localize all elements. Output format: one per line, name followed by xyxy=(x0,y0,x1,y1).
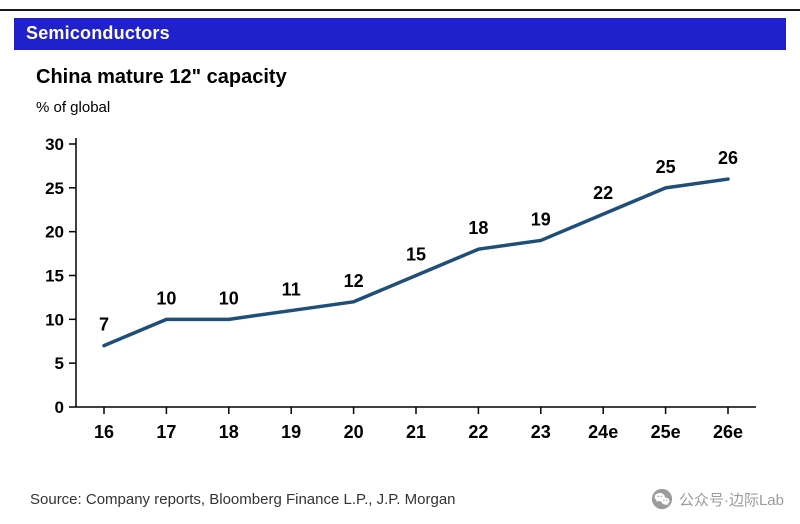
svg-text:12: 12 xyxy=(344,271,364,291)
svg-text:18: 18 xyxy=(468,218,488,238)
top-border xyxy=(0,9,800,11)
source-note: Source: Company reports, Bloomberg Finan… xyxy=(30,490,456,508)
svg-text:25: 25 xyxy=(656,157,676,177)
watermark-text: 公众号·边际Lab xyxy=(678,491,784,509)
svg-text:20: 20 xyxy=(45,223,64,242)
svg-text:20: 20 xyxy=(344,422,364,442)
chart-title: China mature 12" capacity xyxy=(36,66,287,88)
svg-text:25e: 25e xyxy=(651,422,681,442)
svg-text:23: 23 xyxy=(531,422,551,442)
svg-text:5: 5 xyxy=(55,354,64,373)
svg-text:18: 18 xyxy=(219,422,239,442)
svg-text:22: 22 xyxy=(593,183,613,203)
footer: Source: Company reports, Bloomberg Finan… xyxy=(0,488,800,524)
watermark: 公众号·边际Lab xyxy=(651,488,784,510)
chart-subtitle: % of global xyxy=(36,99,111,116)
svg-text:17: 17 xyxy=(156,422,176,442)
svg-text:15: 15 xyxy=(45,267,64,286)
wechat-icon xyxy=(651,488,673,510)
svg-text:25: 25 xyxy=(45,179,64,198)
svg-text:11: 11 xyxy=(282,280,301,300)
svg-text:16: 16 xyxy=(94,422,114,442)
section-header-label: Semiconductors xyxy=(26,23,170,43)
svg-text:7: 7 xyxy=(99,315,109,335)
svg-text:21: 21 xyxy=(406,422,426,442)
svg-text:26: 26 xyxy=(718,148,738,168)
svg-text:24e: 24e xyxy=(588,422,618,442)
svg-text:10: 10 xyxy=(156,288,176,308)
line-chart: 0 5 10 15 20 25 30 16 17 18 19 20 21 22 23 24e 25e 26e 7 10… xyxy=(45,135,756,442)
svg-text:30: 30 xyxy=(45,135,64,154)
svg-text:15: 15 xyxy=(406,245,426,265)
svg-text:10: 10 xyxy=(219,288,239,308)
svg-text:0: 0 xyxy=(55,398,64,417)
svg-text:22: 22 xyxy=(468,422,488,442)
svg-text:10: 10 xyxy=(45,310,64,329)
svg-text:19: 19 xyxy=(281,422,301,442)
section-header: Semiconductors xyxy=(14,18,786,50)
svg-text:26e: 26e xyxy=(713,422,743,442)
svg-text:19: 19 xyxy=(531,209,551,229)
